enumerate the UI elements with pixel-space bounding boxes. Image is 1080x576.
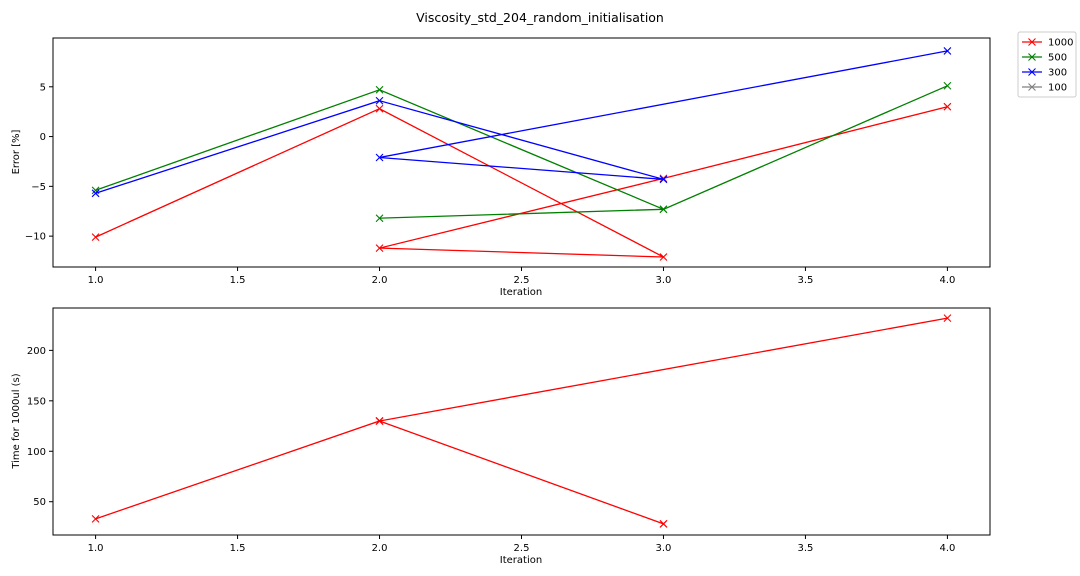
error-plot-y-tick-label: −10 — [25, 232, 46, 243]
error-plot-point-500-3 — [375, 214, 384, 223]
legend-label: 300 — [1048, 68, 1067, 79]
legend-label: 1000 — [1048, 38, 1073, 49]
time-plot-x-axis-label: Iteration — [500, 555, 542, 566]
time-plot: 1.0 1.5 2.0 2.5 3.0 3.5 4.0 200 150 100 50 Iterat… — [11, 307, 991, 566]
error-plot-point-500-5 — [943, 81, 952, 90]
error-plot-point-1000-0 — [91, 233, 100, 242]
error-plot-point-1000-2 — [659, 253, 668, 261]
error-plot-y-tick-label: 5 — [40, 82, 46, 93]
error-plot-y-axis-label: Error [%] — [11, 129, 22, 174]
error-plot-y-ticks: 5 0 −5 −10 — [25, 82, 53, 243]
error-plot-series-line-300 — [95, 50, 948, 194]
error-plot-y-tick-label: −5 — [31, 182, 46, 193]
error-plot-y-tick-label: 0 — [40, 132, 46, 143]
legend-item-500: 500 — [1022, 53, 1067, 64]
error-plot-x-tick-label: 3.0 — [656, 275, 672, 286]
error-plot-point-1000-4 — [659, 174, 668, 183]
error-plot: 1.0 1.5 2.0 2.5 3.0 3.5 4.0 50−5−10 Iteration … — [11, 37, 991, 298]
legend-label: 100 — [1048, 83, 1067, 94]
time-plot-x-tick-label: 4.0 — [939, 543, 955, 554]
legend-swatch-marker — [1028, 68, 1036, 76]
time-plot-y-tick-label: 50 — [33, 497, 46, 508]
time-plot-x-tick-label: 2.5 — [514, 543, 530, 554]
error-plot-marks — [91, 47, 952, 261]
error-plot-point-300-4 — [943, 47, 952, 55]
error-plot-x-axis-label: Iteration — [500, 287, 542, 298]
error-plot-point-500-4 — [659, 205, 668, 214]
time-plot-x-tick-label: 1.5 — [230, 543, 246, 554]
error-plot-point-300-2 — [659, 175, 668, 184]
time-plot-y-tick-label: 200 — [27, 346, 46, 357]
time-plot-x-ticks: 1.0 1.5 2.0 2.5 3.0 3.5 4.0 — [88, 535, 955, 554]
legend-item-300: 300 — [1022, 68, 1067, 79]
legend-label: 500 — [1048, 53, 1067, 64]
legend: 1000 500 300 100 — [1017, 31, 1077, 98]
error-plot-point-300-0 — [91, 189, 100, 198]
time-plot-series-line-0 — [95, 317, 948, 525]
error-plot-x-tick-label: 2.0 — [372, 275, 388, 286]
error-plot-x-tick-label: 3.5 — [797, 275, 813, 286]
time-plot-frame — [52, 307, 991, 536]
time-plot-x-tick-label: 3.0 — [656, 543, 672, 554]
error-plot-point-1000-3 — [375, 244, 384, 252]
error-plot-x-tick-label: 4.0 — [939, 275, 955, 286]
legend-item-100: 100 — [1022, 83, 1067, 94]
error-plot-x-ticks: 1.0 1.5 2.0 2.5 3.0 3.5 4.0 — [88, 267, 955, 286]
time-plot-y-tick-label: 100 — [27, 447, 46, 458]
error-plot-x-tick-label: 1.0 — [88, 275, 104, 286]
error-plot-series-line-1000 — [95, 106, 948, 258]
error-plot-x-tick-label: 2.5 — [514, 275, 530, 286]
time-plot-point-0-0 — [91, 514, 100, 523]
legend-frame — [1017, 31, 1077, 98]
time-plot-x-tick-label: 1.0 — [88, 543, 104, 554]
time-plot-y-axis-label: Time for 1000ul (s) — [11, 373, 22, 469]
error-plot-point-500-1 — [375, 85, 384, 94]
error-plot-point-300-1 — [375, 96, 384, 105]
time-plot-y-ticks: 200 150 100 50 — [27, 346, 53, 508]
error-plot-frame — [52, 37, 991, 268]
error-plot-x-tick-label: 1.5 — [230, 275, 246, 286]
legend-swatch-marker — [1028, 83, 1036, 91]
legend-item-1000: 1000 — [1022, 38, 1073, 49]
time-plot-point-0-6 — [943, 314, 952, 322]
legend-swatch-marker — [1028, 38, 1036, 46]
error-plot-series-line-500 — [95, 85, 948, 219]
time-plot-point-0-5 — [375, 417, 384, 425]
time-plot-y-tick-label: 150 — [27, 396, 46, 407]
error-plot-point-1000-5 — [943, 102, 952, 111]
error-plot-point-1000-1 — [375, 104, 384, 113]
time-plot-point-0-4 — [659, 520, 668, 528]
time-plot-x-tick-label: 3.5 — [797, 543, 813, 554]
legend-swatch-marker — [1028, 53, 1036, 61]
error-plot-point-300-3 — [375, 153, 384, 162]
chart-title: Viscosity_std_204_random_initialisation — [416, 10, 664, 25]
time-plot-x-tick-label: 2.0 — [372, 543, 388, 554]
time-plot-marks — [91, 314, 952, 528]
